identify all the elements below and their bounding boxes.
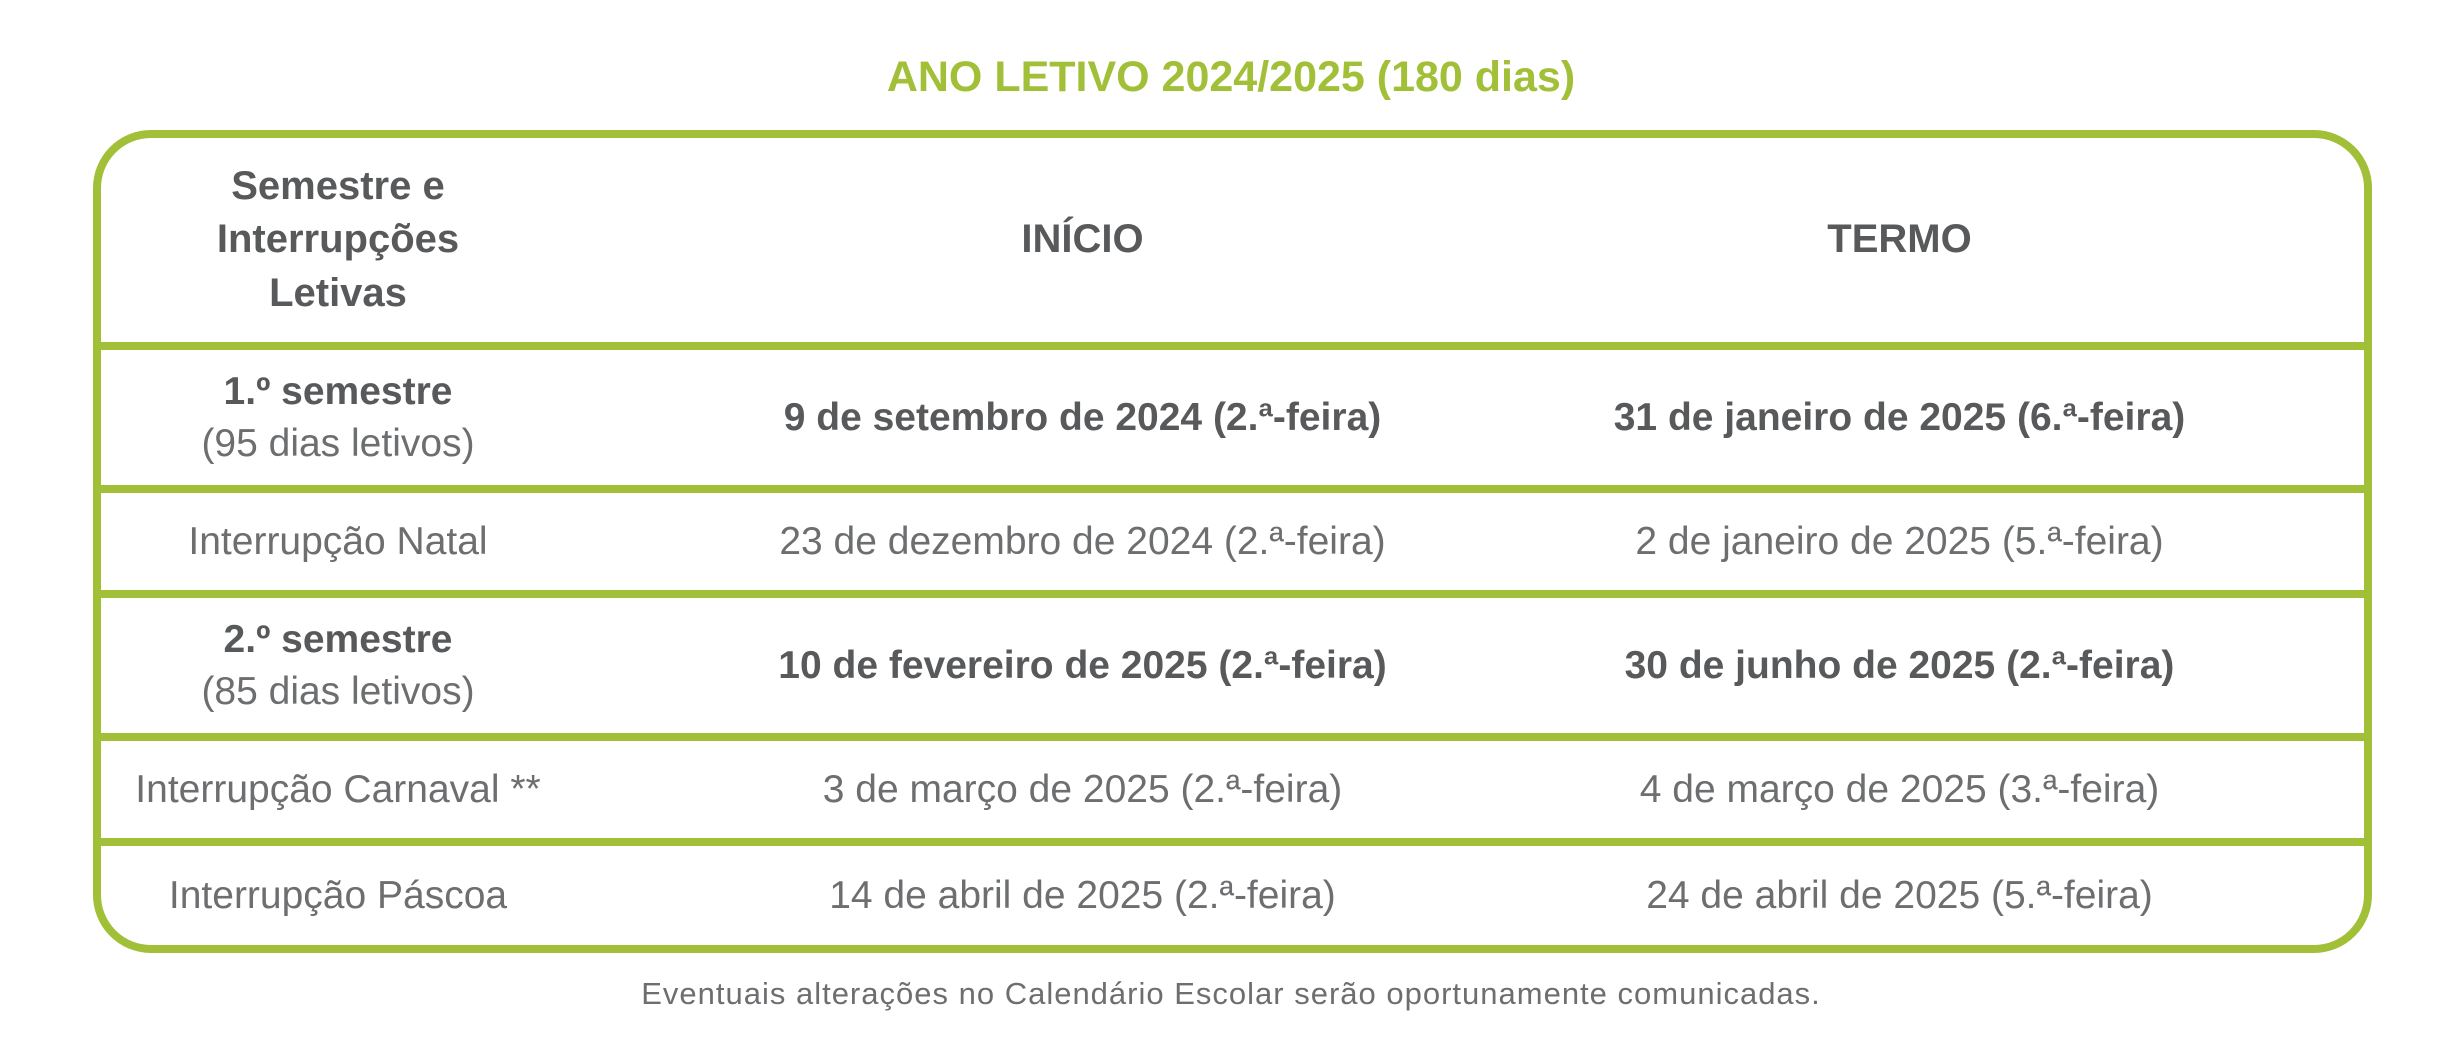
- cell-break-label: Interrupção Carnaval **: [135, 767, 541, 811]
- cell-termo-date: 31 de janeiro de 2025 (6.ª-feira): [1613, 395, 2186, 439]
- cell-semester-label: 1.º semestre (95 dias letivos): [101, 350, 575, 485]
- header-cell-termo: TERMO: [1827, 217, 1972, 262]
- semester-name: 2.º semestre: [223, 617, 453, 661]
- table-row-first-semester: 1.º semestre (95 dias letivos) 9 de sete…: [101, 342, 2364, 485]
- cell-inicio-date: 3 de março de 2025 (2.ª-feira): [822, 767, 1343, 811]
- table-row-pascoa-break: Interrupção Páscoa 14 de abril de 2025 (…: [101, 838, 2364, 945]
- header-cell-semester: Semestre e Interrupções Letivas: [216, 164, 460, 315]
- cell-inicio-date: 23 de dezembro de 2024 (2.ª-feira): [779, 519, 1386, 563]
- cell-inicio-date: 9 de setembro de 2024 (2.ª-feira): [783, 395, 1382, 439]
- page-title: ANO LETIVO 2024/2025 (180 dias): [886, 53, 1576, 101]
- semester-name: 1.º semestre: [223, 369, 453, 413]
- table-header-row: Semestre e Interrupções Letivas INÍCIO T…: [101, 138, 2364, 342]
- cell-termo-date: 30 de junho de 2025 (2.ª-feira): [1624, 643, 2175, 687]
- cell-break-label: Interrupção Natal: [188, 519, 488, 563]
- table-row-carnaval-break: Interrupção Carnaval ** 3 de março de 20…: [101, 733, 2364, 838]
- cell-termo-date: 4 de março de 2025 (3.ª-feira): [1639, 767, 2160, 811]
- calendar-table: Semestre e Interrupções Letivas INÍCIO T…: [93, 130, 2372, 953]
- cell-semester-label: 2.º semestre (85 dias letivos): [101, 598, 575, 733]
- header-cell-inicio: INÍCIO: [1021, 217, 1144, 262]
- cell-termo-date: 24 de abril de 2025 (5.ª-feira): [1646, 873, 2153, 917]
- cell-inicio-date: 14 de abril de 2025 (2.ª-feira): [829, 873, 1336, 917]
- table-row-natal-break: Interrupção Natal 23 de dezembro de 2024…: [101, 485, 2364, 590]
- table-row-second-semester: 2.º semestre (85 dias letivos) 10 de fev…: [101, 590, 2364, 733]
- footer-note: Eventuais alterações no Calendário Escol…: [641, 976, 1821, 1011]
- cell-termo-date: 2 de janeiro de 2025 (5.ª-feira): [1635, 519, 2164, 563]
- cell-inicio-date: 10 de fevereiro de 2025 (2.ª-feira): [778, 643, 1387, 687]
- semester-detail: (85 dias letivos): [201, 669, 475, 713]
- semester-detail: (95 dias letivos): [201, 421, 475, 465]
- cell-break-label: Interrupção Páscoa: [168, 873, 508, 917]
